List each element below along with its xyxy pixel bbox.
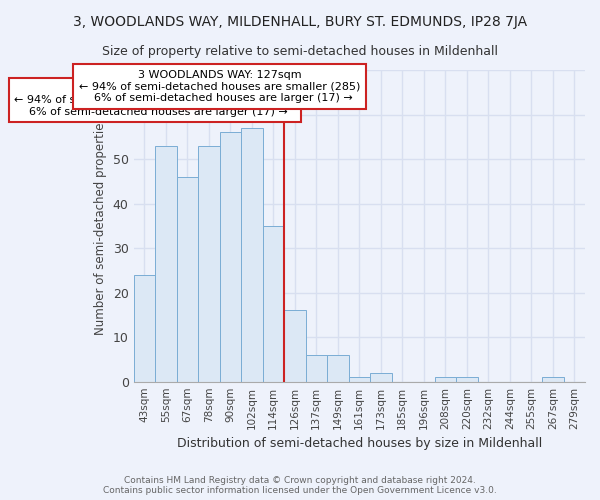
Bar (134, 275, 155, 382)
Text: 3 WOODLANDS WAY: 127sqm
← 94% of semi-detached houses are smaller (285)
  6% of : 3 WOODLANDS WAY: 127sqm ← 94% of semi-de… (14, 84, 296, 116)
Bar (434, 377, 456, 382)
Text: Contains HM Land Registry data © Crown copyright and database right 2024.
Contai: Contains HM Land Registry data © Crown c… (103, 476, 497, 495)
Text: Size of property relative to semi-detached houses in Mildenhall: Size of property relative to semi-detach… (102, 45, 498, 58)
Bar (241, 128, 263, 382)
Bar (176, 177, 198, 382)
Bar (198, 146, 220, 382)
Bar (370, 373, 392, 382)
Bar (284, 310, 305, 382)
Text: 3 WOODLANDS WAY: 127sqm
← 94% of semi-detached houses are smaller (285)
  6% of : 3 WOODLANDS WAY: 127sqm ← 94% of semi-de… (79, 70, 360, 103)
Bar (327, 355, 349, 382)
Y-axis label: Number of semi-detached properties: Number of semi-detached properties (94, 116, 107, 335)
Bar (542, 377, 563, 382)
Bar (349, 377, 370, 382)
Text: 3, WOODLANDS WAY, MILDENHALL, BURY ST. EDMUNDS, IP28 7JA: 3, WOODLANDS WAY, MILDENHALL, BURY ST. E… (73, 15, 527, 29)
Bar (263, 226, 284, 382)
Bar (155, 146, 176, 382)
Bar (220, 132, 241, 382)
Bar (456, 377, 478, 382)
Bar (305, 355, 327, 382)
X-axis label: Distribution of semi-detached houses by size in Mildenhall: Distribution of semi-detached houses by … (176, 437, 542, 450)
